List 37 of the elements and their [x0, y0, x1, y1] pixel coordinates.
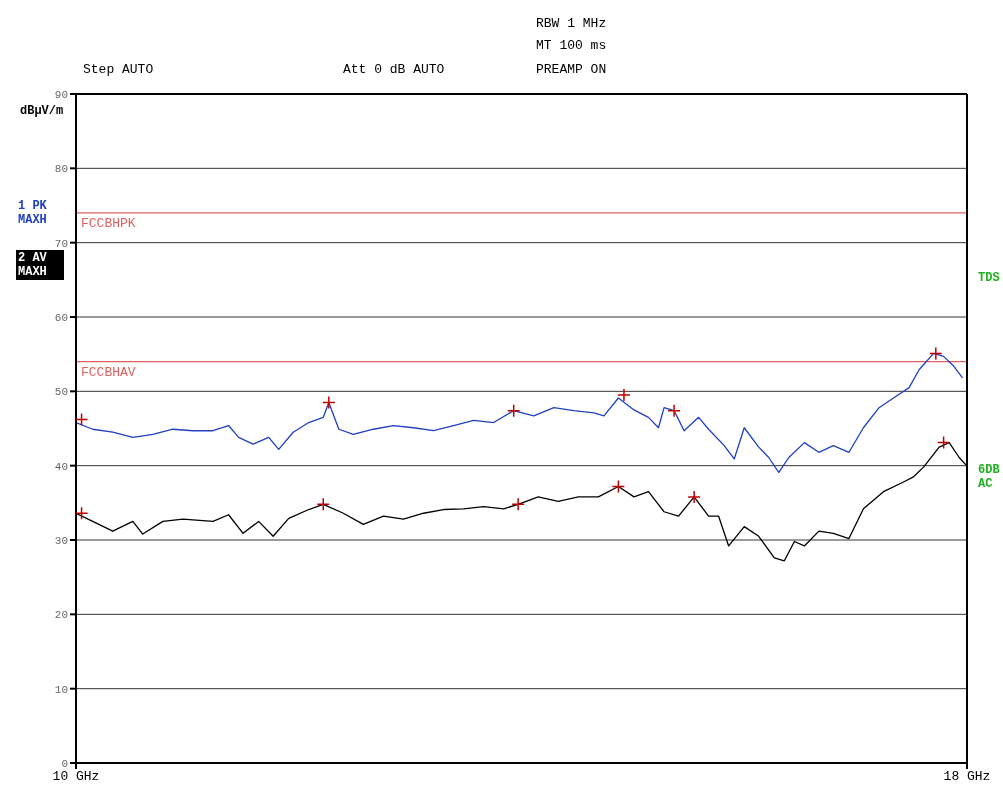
ref-line-label: FCCBHAV: [81, 364, 136, 380]
ref-line-label: FCCBHPK: [81, 216, 136, 232]
point: [687, 490, 701, 504]
point: [929, 346, 943, 361]
x-tick-label: 10 GHz: [52, 769, 100, 785]
text: Step AUTO: [83, 62, 154, 77]
y-tick-label: 60: [54, 311, 68, 324]
text: Att 0 dB AUTO: [343, 62, 445, 77]
y-tick-label: 70: [54, 237, 68, 250]
y-tick-label: 30: [54, 534, 68, 547]
text: MT 100 ms: [536, 38, 607, 53]
text: RBW 1 MHz: [536, 16, 607, 31]
point: [611, 479, 626, 494]
text: PREAMP ON: [536, 62, 607, 77]
point: [667, 403, 681, 418]
y-tick-label: 40: [54, 460, 68, 473]
y-axis-title: dBµV/m: [20, 104, 64, 118]
line-series: [76, 352, 964, 474]
point: [316, 497, 330, 512]
point: [76, 506, 89, 520]
point: [506, 403, 521, 418]
point: [322, 395, 336, 410]
y-tick-label: 0: [61, 757, 68, 770]
text: 1 PK MAXH: [17, 198, 48, 228]
point: [76, 412, 89, 427]
y-tick-label: 20: [54, 609, 68, 622]
y-tick-label: 90: [54, 88, 68, 101]
text: 6DB AC: [978, 463, 1001, 491]
x-tick-label: 18 GHz: [943, 769, 991, 785]
text: 2 AV MAXH: [16, 250, 64, 280]
y-tick-label: 10: [54, 683, 68, 696]
point: [511, 497, 525, 512]
point: [617, 388, 631, 402]
y-tick-label: 50: [54, 386, 68, 399]
text: TDS: [978, 271, 1001, 285]
y-tick-label: 80: [54, 163, 68, 176]
point: [936, 435, 951, 450]
